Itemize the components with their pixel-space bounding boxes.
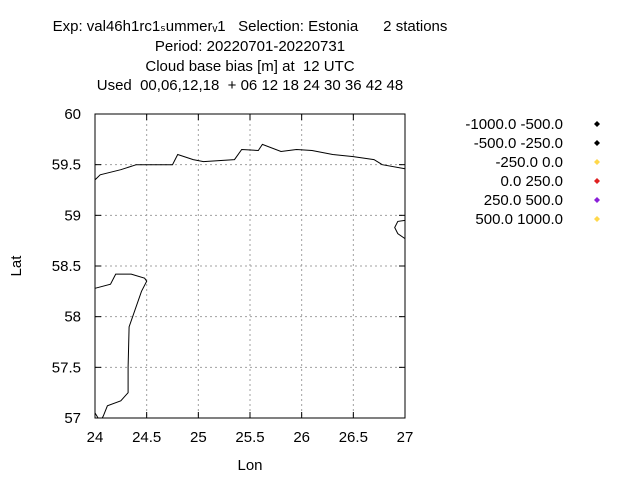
grid-lines (95, 114, 405, 418)
x-tick-label: 26.5 (339, 429, 368, 446)
y-tick-label: 58 (64, 309, 81, 326)
tick-group: 24 24.5 25 25.5 26 26.5 27 57 57.5 58 58.5 59 59.5 60 (52, 106, 414, 446)
coastline (94, 143, 406, 181)
x-axis-label: Lon (237, 457, 262, 474)
chart-title-line-1: Exp: val46h1rc1ₛummerᵥ1 Selection: Eston… (52, 18, 448, 35)
chart-title-line-3: Cloud base bias [m] at 12 UTC (145, 58, 355, 75)
coastline (94, 273, 148, 419)
legend-label: 250.0 500.0 (484, 192, 563, 209)
legend-marker (594, 140, 600, 146)
y-axis-label: Lat (8, 255, 25, 277)
x-tick-label: 24.5 (132, 429, 161, 446)
legend-marker (594, 216, 600, 222)
chart-title-line-2: Period: 20220701-20220731 (154, 38, 346, 55)
coastline-group (94, 143, 406, 419)
y-tick-label: 59.5 (52, 157, 81, 174)
legend-label: -1000.0 -500.0 (465, 116, 563, 133)
legend-label: 0.0 250.0 (500, 173, 563, 190)
y-tick-label: 57.5 (52, 359, 81, 376)
legend-label: 500.0 1000.0 (475, 211, 563, 228)
legend-marker (594, 178, 600, 184)
legend-marker (594, 121, 600, 127)
legend-label: -250.0 0.0 (495, 154, 563, 171)
coastline (394, 219, 406, 240)
x-tick-label: 25 (190, 429, 207, 446)
legend-marker (594, 159, 600, 165)
x-tick-label: 25.5 (235, 429, 264, 446)
y-tick-label: 58.5 (52, 258, 81, 275)
legend-label: -500.0 -250.0 (474, 135, 563, 152)
chart-title-line-4: Used 00,06,12,18 + 06 12 18 24 30 36 42 … (96, 77, 404, 94)
y-tick-label: 59 (64, 207, 81, 224)
y-tick-label: 60 (64, 106, 81, 123)
x-tick-label: 24 (87, 429, 104, 446)
coastline (94, 412, 99, 419)
x-tick-label: 27 (397, 429, 414, 446)
legend: -1000.0 -500.0 -500.0 -250.0 -250.0 0.0 0.0… (465, 116, 600, 228)
y-tick-label: 57 (64, 410, 81, 427)
x-tick-label: 26 (293, 429, 310, 446)
legend-marker (594, 197, 600, 203)
